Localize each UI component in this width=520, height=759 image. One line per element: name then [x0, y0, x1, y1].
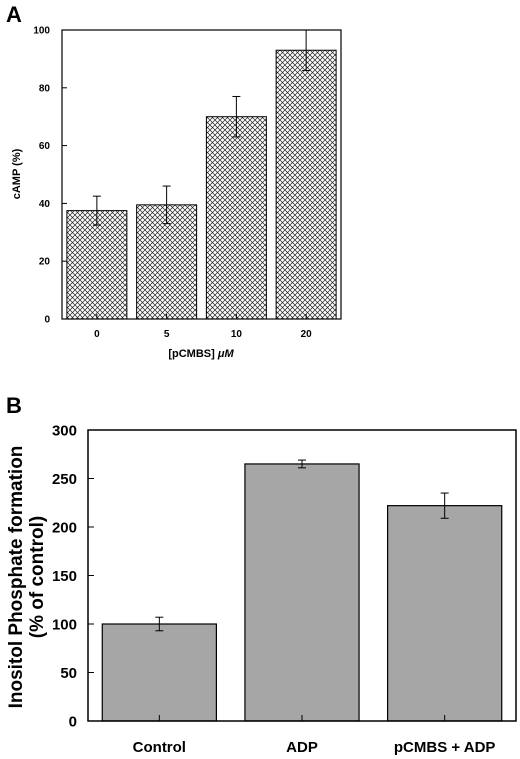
panel-a-letter: A [6, 2, 22, 27]
x-tick-label: 0 [94, 329, 100, 340]
bar [244, 463, 360, 722]
x-tick-label: 5 [164, 329, 170, 340]
panel-a-frame [61, 29, 342, 320]
panel-a-plot: 0 20 40 60 80 100 0 5 10 20 [33, 26, 342, 340]
panel-b-y-axis-label-line1: Inositol Phosphate formation [6, 446, 27, 709]
y-tick-label: 250 [52, 471, 77, 488]
y-tick-label: 100 [33, 26, 50, 37]
panel-b-plot: 0 50 100 150 200 250 300 Control ADP pCMBS + ADP [52, 422, 517, 756]
bar [101, 623, 218, 722]
panel-b-frame [87, 429, 517, 722]
bar [205, 116, 267, 320]
bar [66, 210, 128, 320]
y-tick-label: 100 [52, 616, 77, 633]
panel-a-x-axis-label: [pCMBS] μM [168, 348, 234, 360]
y-tick-label: 0 [44, 315, 50, 326]
y-tick-label: 0 [69, 713, 77, 730]
y-tick-label: 50 [60, 665, 77, 682]
bar [275, 49, 337, 320]
panel-b-letter: B [6, 393, 22, 418]
x-tick-label: pCMBS + ADP [394, 739, 496, 756]
panel-a-y-axis-label: cAMP (%) [11, 148, 23, 199]
x-tick-label: Control [133, 739, 186, 756]
x-tick-label: ADP [286, 739, 318, 756]
panel-b-y-axis-label-line2: (% of control) [27, 516, 48, 638]
y-tick-label: 20 [39, 257, 51, 268]
x-tick-label: 10 [231, 329, 243, 340]
bar [387, 505, 503, 722]
y-tick-label: 300 [52, 422, 77, 439]
y-tick-label: 80 [39, 83, 51, 94]
y-tick-label: 150 [52, 568, 77, 585]
panel-a-x-axis-label-prefix: [pCMBS] [168, 348, 215, 360]
y-tick-label: 200 [52, 519, 77, 536]
y-tick-label: 40 [39, 199, 51, 210]
x-tick-label: 20 [301, 329, 313, 340]
panel-a-x-axis-label-unit: μM [217, 348, 235, 360]
y-tick-label: 60 [39, 141, 51, 152]
